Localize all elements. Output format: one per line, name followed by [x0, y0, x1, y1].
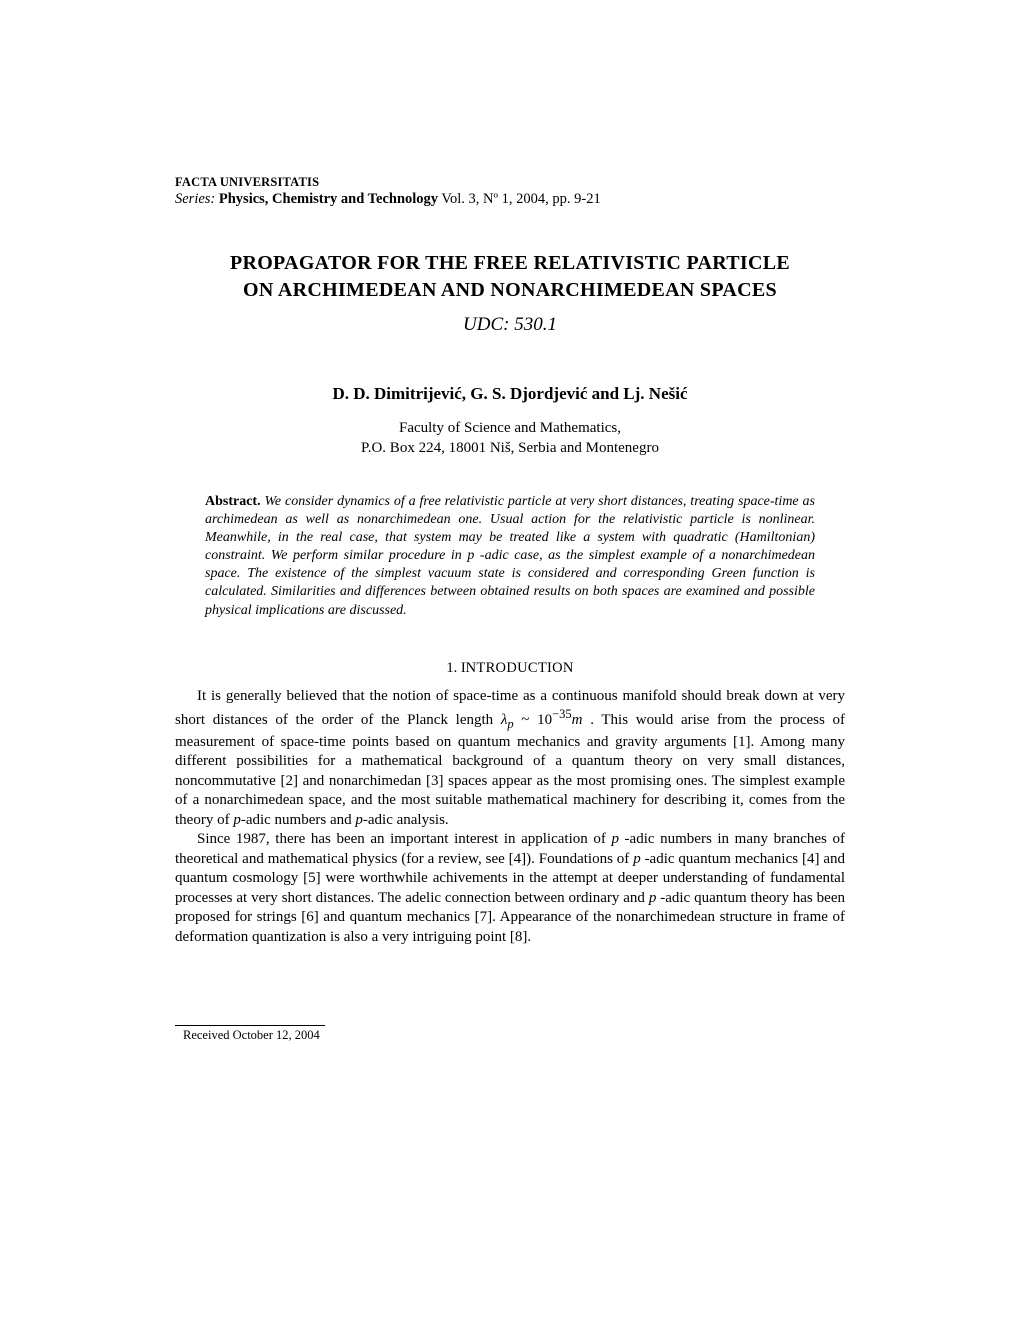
planck-rel: ~ 10 — [514, 712, 553, 728]
abstract-text: We consider dynamics of a free relativis… — [205, 494, 815, 618]
p-italic-3: p — [611, 831, 619, 847]
affiliation-line1: Faculty of Science and Mathematics, — [399, 420, 621, 436]
intro-paragraph-1: It is generally believed that the notion… — [175, 687, 845, 830]
section-number: 1. — [446, 660, 461, 676]
abstract: Abstract. We consider dynamics of a free… — [205, 493, 815, 620]
section-heading-rest: NTRODUCTION — [466, 660, 574, 676]
affiliation-line2: P.O. Box 224, 18001 Niš, Serbia and Mont… — [361, 440, 659, 456]
volume-info: Vol. 3, Nº 1, 2004, pp. 9-21 — [438, 191, 601, 207]
p-italic-2: p — [355, 812, 363, 828]
footnote-rule — [175, 1025, 325, 1026]
series-line: Series: Physics, Chemistry and Technolog… — [175, 191, 845, 208]
planck-unit: m — [572, 712, 583, 728]
abstract-label: Abstract. — [205, 494, 261, 509]
intro-paragraph-2: Since 1987, there has been an important … — [175, 830, 845, 947]
p2-text-a: Since 1987, there has been an important … — [197, 831, 611, 847]
paper-title-line1: PROPAGATOR FOR THE FREE RELATIVISTIC PAR… — [175, 250, 845, 277]
series-title: Physics, Chemistry and Technology — [219, 191, 438, 207]
affiliation: Faculty of Science and Mathematics, P.O.… — [175, 418, 845, 459]
authors: D. D. Dimitrijević, G. S. Djordjević and… — [175, 384, 845, 404]
p1-text-c: -adic numbers and — [241, 812, 356, 828]
page-container: FACTA UNIVERSITATIS Series: Physics, Che… — [0, 0, 1020, 1163]
received-date: Received October 12, 2004 — [183, 1028, 845, 1043]
p-italic-1: p — [233, 812, 241, 828]
planck-exponent: −35 — [552, 707, 572, 721]
p-italic-4: p — [633, 851, 641, 867]
series-word: Series: — [175, 191, 215, 207]
paper-title-line2: ON ARCHIMEDEAN AND NONARCHIMEDEAN SPACES — [175, 277, 845, 304]
title-block: PROPAGATOR FOR THE FREE RELATIVISTIC PAR… — [175, 250, 845, 336]
section-heading-introduction: 1. INTRODUCTION — [175, 660, 845, 677]
p1-text-d: -adic analysis. — [363, 812, 449, 828]
udc-code: UDC: 530.1 — [175, 314, 845, 336]
journal-name: FACTA UNIVERSITATIS — [175, 175, 845, 190]
